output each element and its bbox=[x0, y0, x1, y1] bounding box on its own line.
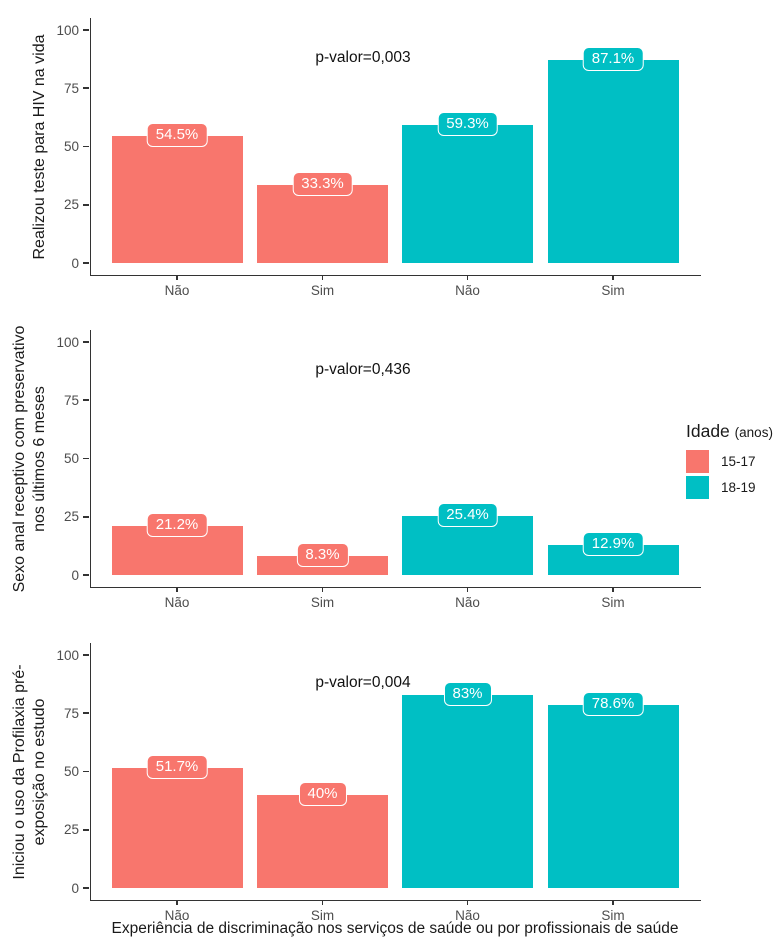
y-tick-label: 50 bbox=[63, 764, 79, 779]
x-tick-mark bbox=[321, 275, 324, 280]
bar-3-3 bbox=[402, 694, 533, 888]
x-tick-label: Não bbox=[455, 595, 480, 610]
y-tick-mark bbox=[83, 828, 89, 831]
y-tick-mark bbox=[83, 341, 89, 343]
y-tick-label: 50 bbox=[63, 139, 79, 154]
plot-area bbox=[90, 643, 701, 901]
legend-label-15-17: 15-17 bbox=[721, 454, 756, 469]
y-tick-label: 25 bbox=[63, 822, 79, 838]
y-tick-mark bbox=[83, 712, 89, 715]
p-value-annotation: p-valor=0,436 bbox=[315, 360, 411, 378]
x-tick-mark bbox=[466, 900, 469, 905]
bar-value-label: 40% bbox=[298, 781, 347, 806]
bar-value-label: 78.6% bbox=[582, 691, 644, 716]
y-tick-label: 0 bbox=[71, 567, 79, 583]
y-tick-label: 75 bbox=[63, 705, 79, 721]
y-tick-mark bbox=[83, 457, 89, 460]
x-tick-mark bbox=[176, 275, 178, 280]
bar-value-label: 12.9% bbox=[582, 531, 644, 556]
x-tick-label: Não bbox=[164, 595, 190, 610]
panel-3: Iniciou o uso da Profilaxia pré- exposiç… bbox=[0, 643, 778, 922]
bar-value-label: 21.2% bbox=[146, 512, 208, 537]
y-tick-mark bbox=[83, 654, 89, 656]
x-tick-mark bbox=[176, 587, 178, 592]
bar-3-4 bbox=[547, 704, 679, 888]
legend: Idade (anos) 15-17 18-19 bbox=[686, 421, 773, 502]
y-tick-mark bbox=[83, 87, 89, 90]
bar-value-label: 33.3% bbox=[292, 172, 353, 197]
x-tick-mark bbox=[176, 900, 178, 905]
x-tick-label: Sim bbox=[310, 595, 335, 610]
legend-title-unit: (anos) bbox=[734, 425, 773, 440]
bar-value-label: 51.7% bbox=[146, 754, 208, 779]
legend-entry-18-19: 18-19 bbox=[686, 476, 773, 499]
x-tick-mark bbox=[466, 275, 469, 280]
y-tick-label: 100 bbox=[56, 22, 79, 38]
plot-area bbox=[90, 330, 701, 588]
legend-label-18-19: 18-19 bbox=[721, 480, 756, 495]
y-tick-mark bbox=[83, 770, 89, 773]
y-tick-mark bbox=[83, 203, 89, 206]
y-tick-label: 0 bbox=[71, 880, 79, 896]
bar-1-2 bbox=[257, 185, 388, 263]
y-tick-label: 100 bbox=[56, 334, 79, 350]
y-tick-mark bbox=[83, 145, 89, 148]
x-tick-label: Sim bbox=[601, 283, 625, 298]
bar-3-1 bbox=[111, 767, 243, 888]
x-tick-label: Não bbox=[164, 908, 190, 923]
x-tick-label: Sim bbox=[310, 908, 335, 923]
y-tick-label: 0 bbox=[71, 255, 79, 271]
x-axis-title: Experiência de discriminação nos serviço… bbox=[111, 920, 679, 937]
y-tick-label: 25 bbox=[63, 509, 79, 525]
bar-1-4 bbox=[547, 60, 679, 263]
bar-value-label: 25.4% bbox=[437, 502, 498, 527]
bar-value-label: 59.3% bbox=[437, 111, 498, 136]
y-tick-label: 75 bbox=[63, 80, 79, 96]
x-tick-label: Sim bbox=[601, 595, 625, 610]
x-tick-mark bbox=[612, 587, 614, 592]
panel-1: Realizou teste para HIV na vida 0 25 50 75 10… bbox=[0, 18, 778, 297]
bar-value-label: 8.3% bbox=[296, 542, 349, 567]
x-tick-mark bbox=[466, 587, 469, 592]
legend-entry-15-17: 15-17 bbox=[686, 450, 773, 473]
x-tick-label: Não bbox=[455, 283, 480, 298]
x-tick-label: Sim bbox=[601, 908, 625, 923]
y-tick-label: 25 bbox=[63, 197, 79, 213]
panel-2: Sexo anal receptivo com preservativo nos… bbox=[0, 325, 778, 609]
bar-value-label: 87.1% bbox=[582, 47, 644, 72]
y-tick-label: 100 bbox=[56, 647, 79, 663]
y-tick-mark bbox=[83, 262, 89, 264]
y-tick-mark bbox=[83, 399, 89, 402]
legend-entries: 15-17 18-19 bbox=[686, 450, 773, 499]
bar-value-label: 54.5% bbox=[146, 123, 208, 147]
x-tick-mark bbox=[612, 275, 614, 280]
legend-title-text: Idade bbox=[686, 421, 730, 441]
y-tick-mark bbox=[83, 29, 89, 31]
x-tick-label: Não bbox=[455, 908, 480, 923]
legend-title: Idade (anos) bbox=[686, 421, 773, 442]
bar-1-3 bbox=[402, 124, 533, 263]
p-value-annotation: p-valor=0,004 bbox=[315, 673, 411, 691]
x-tick-mark bbox=[612, 900, 614, 905]
legend-swatch-18-19 bbox=[686, 476, 709, 499]
x-tick-mark bbox=[321, 587, 324, 592]
bar-3-2 bbox=[257, 794, 388, 888]
y-tick-mark bbox=[83, 887, 89, 889]
x-tick-label: Não bbox=[164, 283, 190, 298]
x-tick-label: Sim bbox=[310, 283, 335, 298]
y-tick-mark bbox=[83, 574, 89, 576]
bar-1-1 bbox=[111, 136, 243, 263]
plot-area bbox=[90, 18, 701, 276]
x-tick-mark bbox=[321, 900, 324, 905]
legend-swatch-15-17 bbox=[686, 450, 709, 473]
y-tick-mark bbox=[83, 515, 89, 518]
y-tick-label: 75 bbox=[63, 392, 79, 408]
bar-value-label: 83% bbox=[443, 681, 492, 706]
p-value-annotation: p-valor=0,003 bbox=[315, 48, 411, 66]
y-tick-label: 50 bbox=[63, 451, 79, 466]
